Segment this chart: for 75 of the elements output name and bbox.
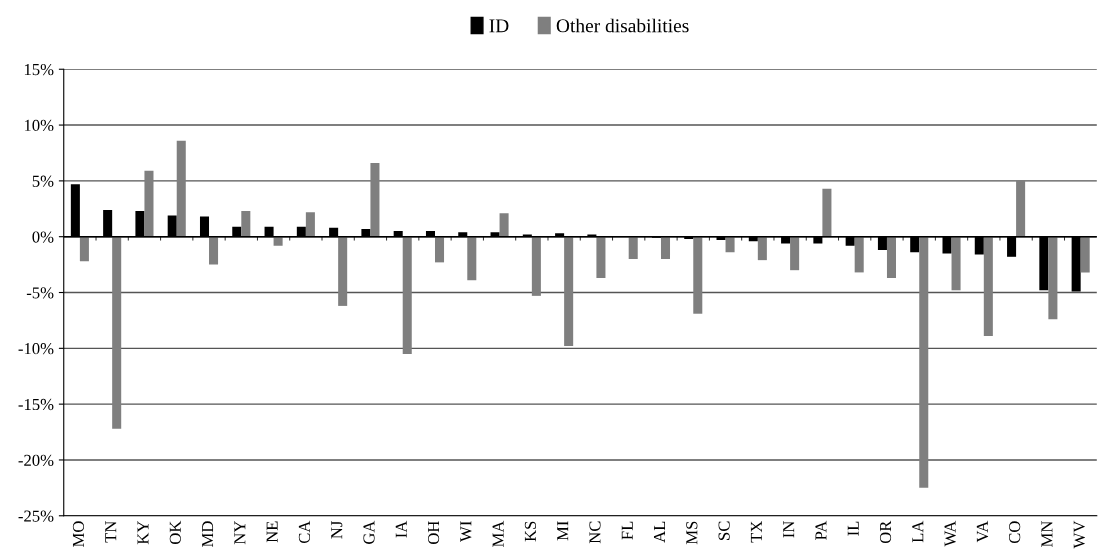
x-tick-label: AL [653,521,665,543]
y-tick-label: -5% [26,287,54,299]
bar [725,236,735,253]
bar [822,188,832,237]
x-tick-label: NE [266,521,278,543]
bar [370,163,380,237]
x-tick-label: MD [202,521,214,548]
x-tick-label: CA [298,520,311,544]
x-tick-label: NC [589,521,601,544]
bar [757,236,767,261]
bar [693,236,703,314]
bar [402,236,412,354]
x-tick-label: OK [169,520,181,545]
x-tick-label: OR [879,520,892,544]
bar [435,236,445,263]
bar [305,212,315,237]
bar [951,236,961,291]
bar [790,236,800,271]
y-tick-label: -20% [18,454,54,466]
x-tick-label: KY [137,521,149,545]
x-tick-label: MN [1041,521,1053,548]
y-tick-label: -15% [18,398,54,411]
x-tick-label: LA [912,520,924,543]
x-tick-label: IN [783,521,795,538]
y-tick-label: 5% [32,175,54,187]
bar [531,236,541,296]
x-tick-label: WV [1073,520,1085,549]
x-tick-label: NY [234,521,246,545]
x-tick-label: WI [460,521,472,542]
bar [176,140,186,237]
x-tick-label: MI [557,521,569,541]
x-tick-label: TX [750,520,762,543]
bar [564,236,574,347]
x-tick-label: TN [105,521,117,543]
x-tick-label: CO [1009,521,1021,544]
y-tick-label: 10% [24,119,54,132]
bar [209,236,219,265]
x-tick-label: MS [686,521,698,545]
bar [273,236,283,246]
bar [628,236,638,260]
bar [1080,236,1090,273]
bar [338,236,348,306]
legend-label: Other disabilities [556,18,689,33]
y-tick-label: -10% [18,343,54,355]
bar [112,236,122,429]
x-tick-label: IL [847,521,859,536]
bar [886,236,896,278]
bar [467,236,477,281]
x-tick-label: OH [427,521,440,545]
x-tick-label: WA [944,520,956,547]
x-tick-label: GA [363,520,375,545]
bar [660,236,671,260]
x-tick-label: MO [72,521,85,548]
bar [144,170,154,237]
x-tick-label: VA [976,520,989,543]
legend-label: ID [489,19,509,33]
x-tick-label: IA [395,520,407,538]
bar [241,211,251,237]
bar [854,236,864,273]
x-tick-label: KS [524,521,537,542]
bar [499,213,509,237]
x-tick-label: FL [621,521,633,540]
x-tick-label: MA [492,520,504,548]
y-tick-label: 15% [24,63,54,76]
y-tick-label: -25% [18,510,54,522]
bar [919,236,929,488]
x-tick-label: NJ [331,520,343,539]
bar [1048,236,1058,320]
bar [1016,180,1026,237]
bar [79,236,89,262]
x-tick-label: PA [815,520,827,540]
y-tick-label: 0% [32,231,54,243]
bar [983,236,993,337]
x-tick-label: SC [718,521,730,540]
bar [596,236,606,278]
